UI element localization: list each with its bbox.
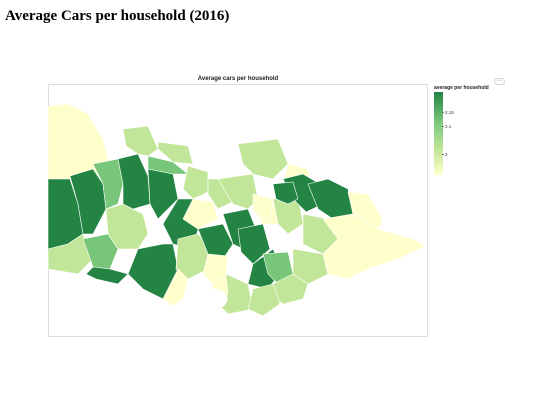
region-ne-border[interactable] [257,201,274,220]
region-bay-west[interactable] [162,268,189,307]
legend-tick-high: 2.15 [442,110,454,115]
legend-tick-mid: 2.1 [441,124,452,129]
region-south-tip[interactable] [247,283,281,317]
legend-color-ramp [434,92,443,175]
region-west-inner[interactable] [69,168,107,235]
region-west-mid[interactable] [82,233,119,270]
map-title: Average cars per household [197,76,279,82]
more-options-button[interactable]: ··· [494,78,505,85]
region-east-edge[interactable] [347,191,384,230]
choropleth-map[interactable] [48,84,428,337]
region-central-d[interactable] [147,155,189,175]
region-north-east-d[interactable] [307,178,354,220]
region-central-f[interactable] [182,165,209,200]
region-metro-e[interactable] [237,223,271,265]
region-south-west2[interactable] [85,266,129,285]
legend-tick-low: 2 [442,152,448,157]
port-phillip-bay [198,288,228,310]
region-central-b[interactable] [122,125,159,157]
region-central-e[interactable] [157,141,194,165]
legend-title: average per household [434,85,489,91]
region-central-a[interactable] [117,153,151,210]
region-metro-n[interactable] [197,223,234,260]
region-north-east-a[interactable] [237,138,289,180]
page-title: Average Cars per household (2016) [5,8,230,24]
region-north-east-top[interactable] [272,181,299,205]
region-east-south[interactable] [292,248,329,285]
